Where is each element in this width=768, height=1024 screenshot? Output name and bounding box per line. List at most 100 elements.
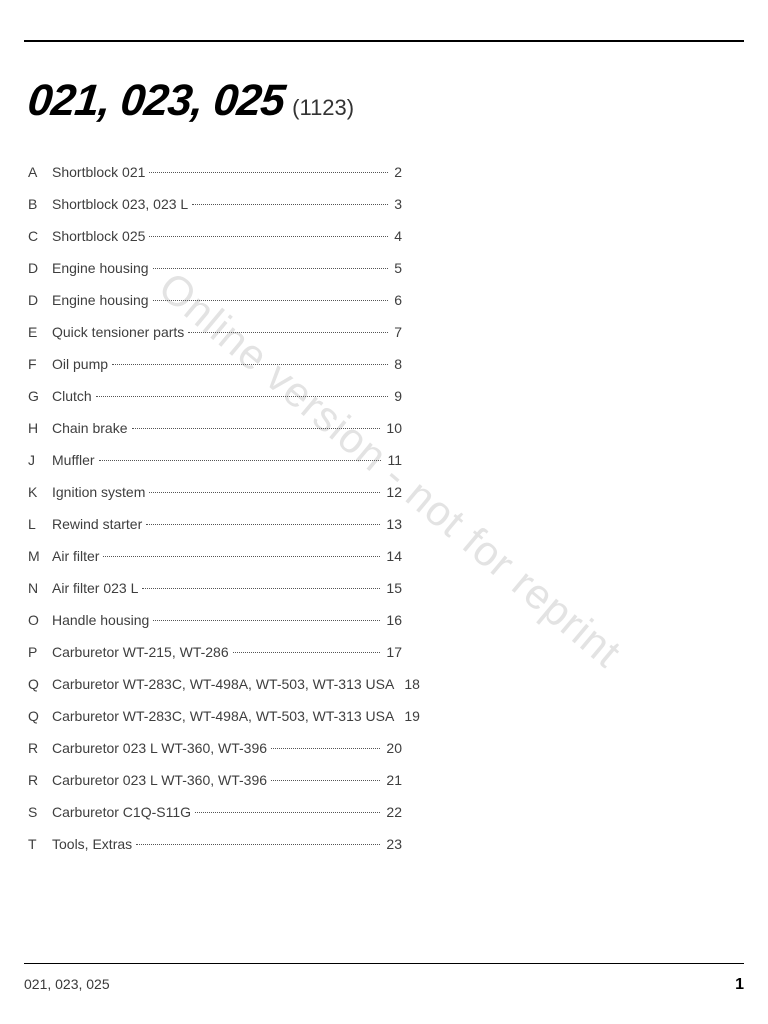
toc-page: 4: [392, 220, 402, 252]
toc-row: RCarburetor 023 L WT-360, WT-39621: [28, 764, 744, 796]
toc-row: JMuffler11: [28, 444, 744, 476]
toc-row: KIgnition system12: [28, 476, 744, 508]
toc-row: NAir filter 023 L15: [28, 572, 744, 604]
toc-inner: Handle housing16: [52, 604, 402, 636]
toc-page: 12: [384, 476, 402, 508]
toc-letter: H: [28, 412, 52, 444]
toc-label: Quick tensioner parts: [52, 316, 184, 348]
toc-inner: Carburetor C1Q-S11G22: [52, 796, 402, 828]
toc-dots: [192, 204, 388, 205]
toc-inner: Carburetor WT-215, WT-286 17: [52, 636, 402, 668]
toc-page: 21: [384, 764, 402, 796]
toc-inner: Engine housing 5: [52, 252, 402, 284]
toc-letter: Q: [28, 700, 52, 732]
toc-dots: [153, 268, 389, 269]
toc-inner: Carburetor 023 L WT-360, WT-39621: [52, 764, 402, 796]
toc-row: OHandle housing16: [28, 604, 744, 636]
toc-dots: [271, 748, 380, 749]
toc-letter: R: [28, 732, 52, 764]
toc-letter: S: [28, 796, 52, 828]
toc-dots: [149, 492, 380, 493]
toc-row: LRewind starter13: [28, 508, 744, 540]
toc-page: 17: [384, 636, 402, 668]
top-rule: [24, 40, 744, 42]
toc-inner: Clutch9: [52, 380, 402, 412]
toc-dots: [149, 172, 388, 173]
toc-inner: Muffler11: [52, 444, 402, 476]
toc-page: 2: [392, 156, 402, 188]
toc-row: EQuick tensioner parts7: [28, 316, 744, 348]
title-main: 021, 023, 025: [25, 76, 286, 126]
toc-inner: Carburetor 023 L WT-360, WT-396 20: [52, 732, 402, 764]
toc-label: Shortblock 025: [52, 220, 145, 252]
toc-inner: Air filter 023 L15: [52, 572, 402, 604]
footer-left: 021, 023, 025: [24, 976, 110, 994]
toc-label: Engine housing: [52, 252, 149, 284]
toc-letter: P: [28, 636, 52, 668]
toc-dots: [146, 524, 380, 525]
toc-row: FOil pump8: [28, 348, 744, 380]
toc-row: DEngine housing 5: [28, 252, 744, 284]
toc-letter: A: [28, 156, 52, 188]
document-title: 021, 023, 025 (1123): [28, 76, 744, 126]
toc-dots: [99, 460, 382, 461]
toc-row: BShortblock 023, 023 L3: [28, 188, 744, 220]
toc-row: GClutch9: [28, 380, 744, 412]
toc-row: QCarburetor WT-283C, WT-498A, WT-503, WT…: [28, 668, 744, 700]
toc-dots: [153, 300, 389, 301]
toc-dots: [271, 780, 380, 781]
toc-dots: [96, 396, 389, 397]
toc-inner: Oil pump8: [52, 348, 402, 380]
toc-inner: Shortblock 025 4: [52, 220, 402, 252]
toc-letter: J: [28, 444, 52, 476]
toc-dots: [233, 652, 381, 653]
title-sub: (1123): [292, 95, 354, 121]
toc-row: RCarburetor 023 L WT-360, WT-396 20: [28, 732, 744, 764]
toc-inner: Carburetor WT-283C, WT-498A, WT-503, WT-…: [52, 700, 402, 732]
toc-row: PCarburetor WT-215, WT-286 17: [28, 636, 744, 668]
toc-inner: Shortblock 021 2: [52, 156, 402, 188]
toc-page: 7: [392, 316, 402, 348]
toc-letter: D: [28, 252, 52, 284]
toc-label: Shortblock 021: [52, 156, 145, 188]
toc-row: AShortblock 021 2: [28, 156, 744, 188]
toc-label: Engine housing: [52, 284, 149, 316]
toc-letter: L: [28, 508, 52, 540]
toc-label: Air filter 023 L: [52, 572, 138, 604]
toc-page: 10: [384, 412, 402, 444]
toc-letter: G: [28, 380, 52, 412]
toc-letter: M: [28, 540, 52, 572]
toc-label: Ignition system: [52, 476, 145, 508]
toc-label: Carburetor WT-215, WT-286: [52, 636, 229, 668]
toc-dots: [103, 556, 380, 557]
toc-row: TTools, Extras23: [28, 828, 744, 860]
toc-row: MAir filter14: [28, 540, 744, 572]
table-of-contents: AShortblock 0212BShortblock 023, 023 L3C…: [28, 156, 744, 860]
toc-label: Carburetor C1Q-S11G: [52, 796, 191, 828]
toc-page: 5: [392, 252, 402, 284]
toc-label: Carburetor 023 L WT-360, WT-396: [52, 732, 267, 764]
toc-page: 14: [384, 540, 402, 572]
toc-letter: N: [28, 572, 52, 604]
toc-inner: Chain brake10: [52, 412, 402, 444]
toc-row: HChain brake10: [28, 412, 744, 444]
toc-dots: [195, 812, 380, 813]
toc-inner: Shortblock 023, 023 L 3: [52, 188, 402, 220]
toc-inner: Carburetor WT-283C, WT-498A, WT-503, WT-…: [52, 668, 402, 700]
toc-label: Oil pump: [52, 348, 108, 380]
toc-dots: [149, 236, 388, 237]
toc-page: 20: [384, 732, 402, 764]
toc-page: 18: [402, 668, 420, 700]
toc-page: 23: [384, 828, 402, 860]
toc-dots: [112, 364, 388, 365]
toc-label: Handle housing: [52, 604, 149, 636]
toc-dots: [153, 620, 380, 621]
toc-page: 13: [384, 508, 402, 540]
toc-page: 9: [392, 380, 402, 412]
toc-letter: O: [28, 604, 52, 636]
toc-page: 3: [392, 188, 402, 220]
toc-dots: [132, 428, 381, 429]
toc-label: Shortblock 023, 023 L: [52, 188, 188, 220]
page: 021, 023, 025 (1123) AShortblock 0212BSh…: [0, 0, 768, 1024]
toc-inner: Rewind starter13: [52, 508, 402, 540]
